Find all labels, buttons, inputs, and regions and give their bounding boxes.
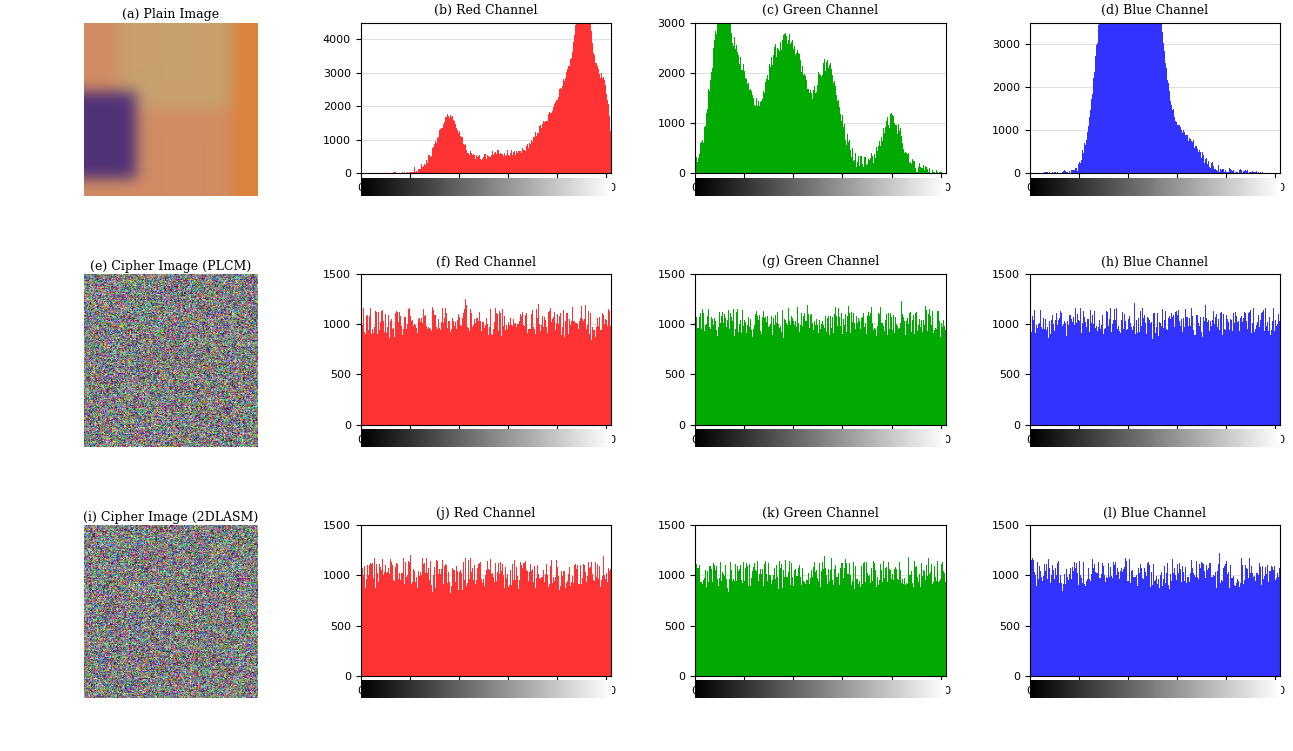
Title: (g) Green Channel: (g) Green Channel bbox=[762, 255, 879, 269]
Title: (b) Red Channel: (b) Red Channel bbox=[434, 5, 538, 17]
Title: (f) Red Channel: (f) Red Channel bbox=[436, 255, 535, 269]
Title: (d) Blue Channel: (d) Blue Channel bbox=[1102, 5, 1209, 17]
Title: (i) Cipher Image (2DLASM): (i) Cipher Image (2DLASM) bbox=[83, 511, 259, 524]
Title: (a) Plain Image: (a) Plain Image bbox=[122, 8, 219, 21]
Title: (h) Blue Channel: (h) Blue Channel bbox=[1102, 255, 1209, 269]
Title: (e) Cipher Image (PLCM): (e) Cipher Image (PLCM) bbox=[91, 260, 251, 273]
Title: (j) Red Channel: (j) Red Channel bbox=[436, 507, 535, 520]
Title: (c) Green Channel: (c) Green Channel bbox=[763, 5, 878, 17]
Title: (k) Green Channel: (k) Green Channel bbox=[762, 507, 879, 520]
Title: (l) Blue Channel: (l) Blue Channel bbox=[1103, 507, 1206, 520]
